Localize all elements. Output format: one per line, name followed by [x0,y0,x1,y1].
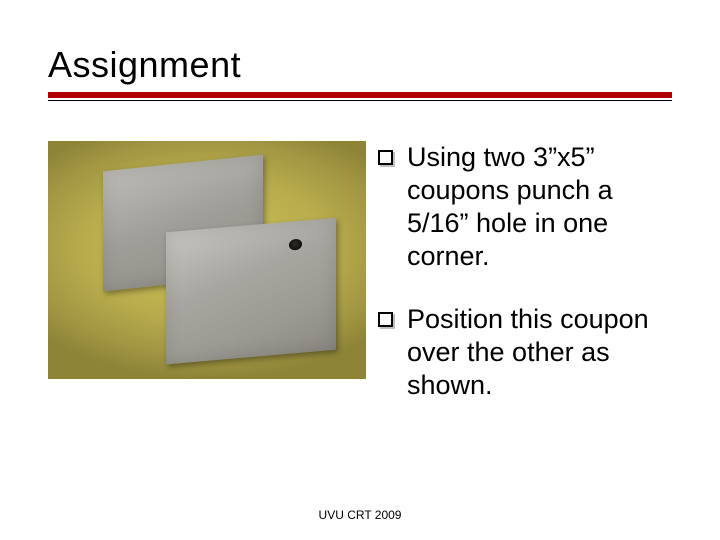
slide: Assignment Using two 3”x5” coupons punch… [0,0,720,540]
bullet-text: Using two 3”x5” coupons punch a 5/16” ho… [407,141,672,273]
content-row: Using two 3”x5” coupons punch a 5/16” ho… [48,141,672,432]
bullet-text: Position this coupon over the other as s… [407,303,672,402]
metal-plate-front [166,218,336,365]
bullet-item: Position this coupon over the other as s… [378,303,672,402]
bullet-column: Using two 3”x5” coupons punch a 5/16” ho… [378,141,672,432]
bullet-box-icon [378,312,393,327]
title-rule-thick [48,92,672,98]
slide-title: Assignment [48,44,672,86]
bullet-item: Using two 3”x5” coupons punch a 5/16” ho… [378,141,672,273]
coupon-photo [48,141,366,379]
footer-text: UVU CRT 2009 [0,508,720,522]
title-rule-thin [48,100,672,101]
photo-column [48,141,368,432]
punched-hole [289,239,302,251]
bullet-box-icon [378,150,393,165]
